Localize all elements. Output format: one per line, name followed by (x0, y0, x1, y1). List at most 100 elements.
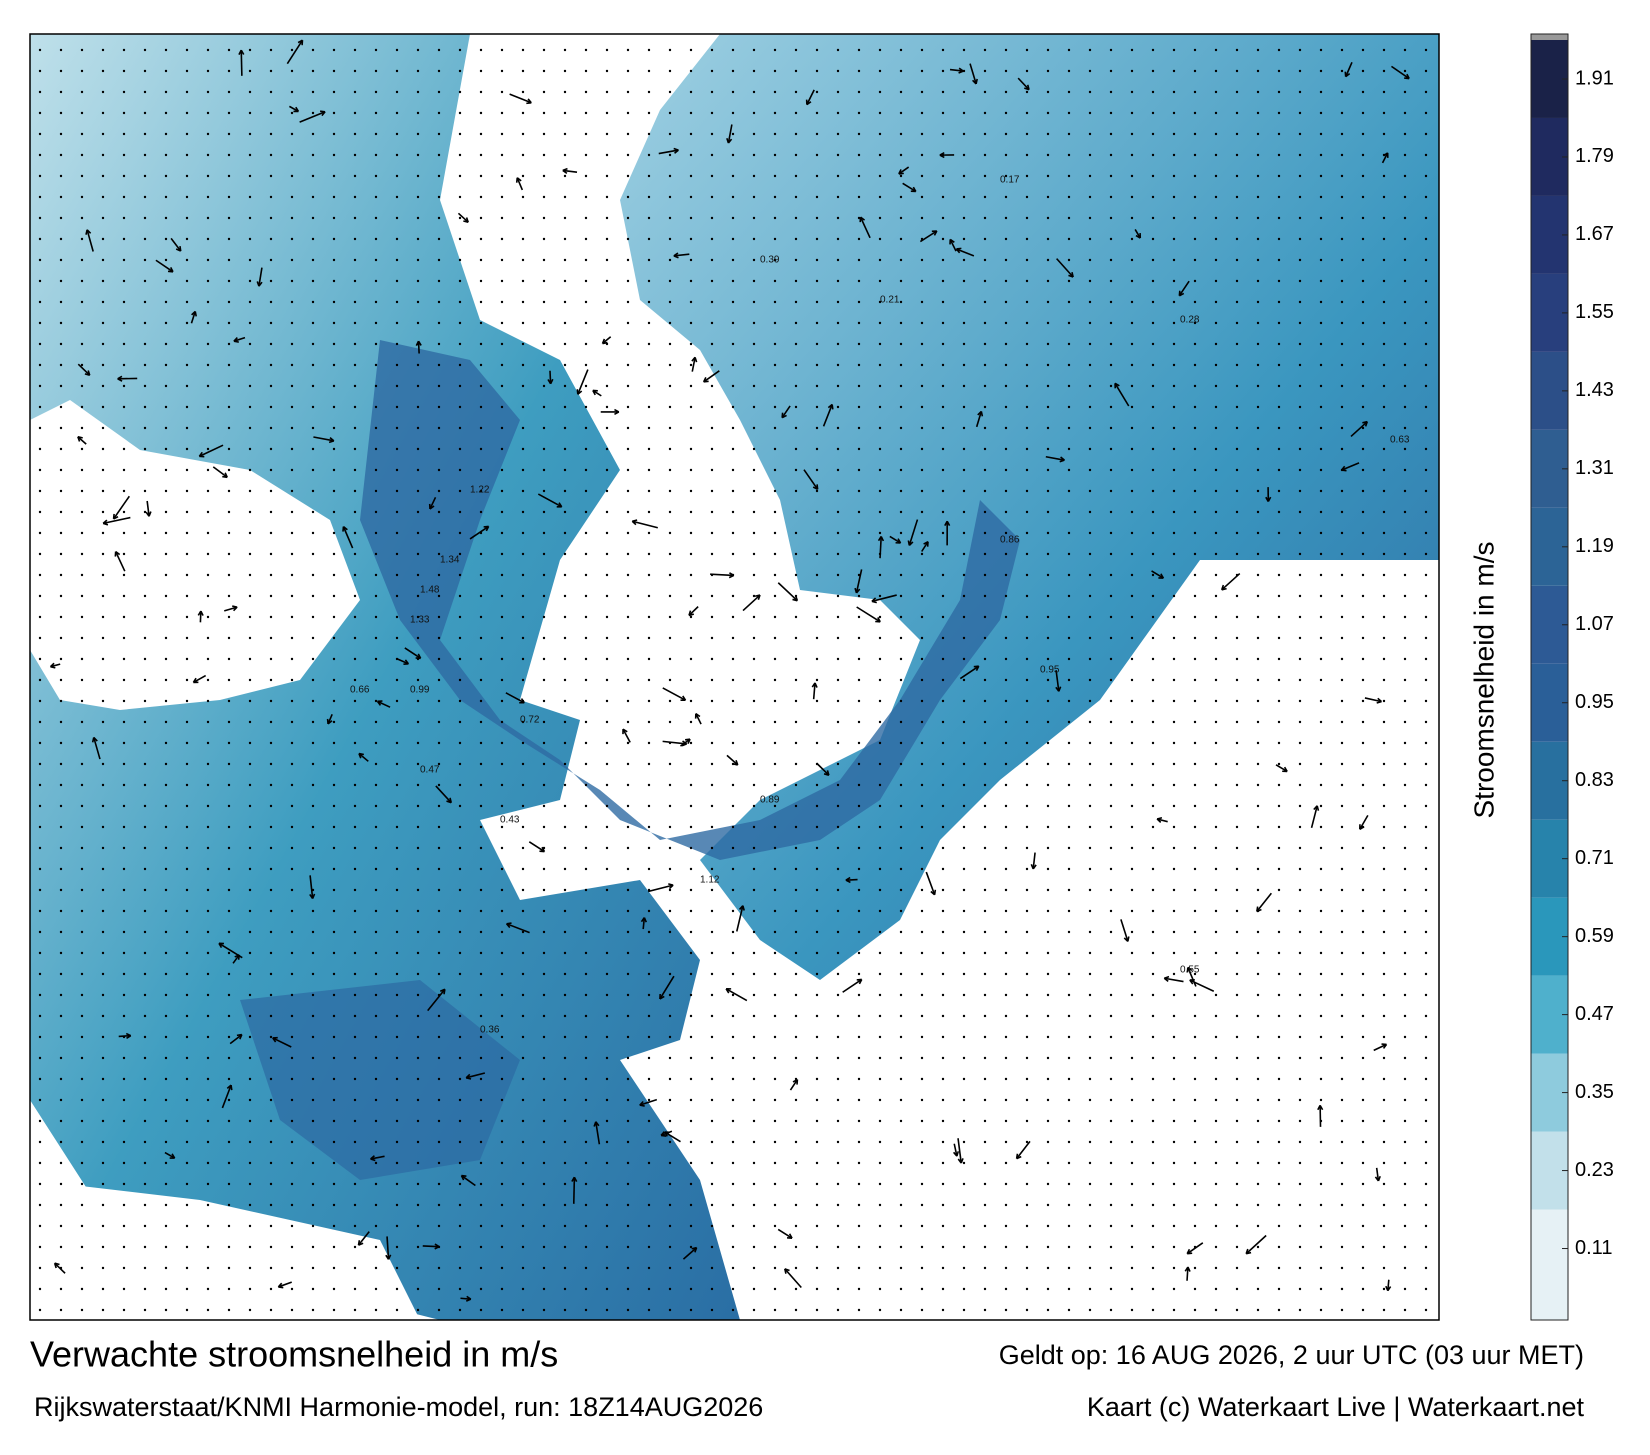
grid-dot (291, 1204, 293, 1206)
grid-dot (711, 637, 713, 639)
grid-dot (81, 259, 83, 261)
grid-dot (1320, 574, 1322, 576)
grid-dot (417, 1309, 419, 1311)
grid-dot (1047, 847, 1049, 849)
grid-dot (1425, 1036, 1427, 1038)
grid-dot (270, 259, 272, 261)
grid-dot (102, 532, 104, 534)
grid-dot (123, 658, 125, 660)
grid-dot (606, 847, 608, 849)
grid-dot (501, 700, 503, 702)
grid-dot (858, 826, 860, 828)
grid-dot (480, 1057, 482, 1059)
grid-dot (1425, 49, 1427, 51)
grid-dot (123, 364, 125, 366)
grid-dot (732, 1015, 734, 1017)
grid-dot (942, 889, 944, 891)
grid-dot (522, 532, 524, 534)
grid-dot (1257, 595, 1259, 597)
grid-dot (522, 301, 524, 303)
grid-dot (606, 1036, 608, 1038)
grid-dot (732, 406, 734, 408)
grid-dot (648, 511, 650, 513)
grid-dot (690, 1120, 692, 1122)
grid-dot (732, 826, 734, 828)
grid-dot (438, 469, 440, 471)
grid-dot (1005, 406, 1007, 408)
grid-dot (522, 112, 524, 114)
grid-dot (564, 49, 566, 51)
grid-dot (165, 1183, 167, 1185)
grid-dot (1110, 49, 1112, 51)
grid-dot (900, 448, 902, 450)
grid-dot (312, 952, 314, 954)
grid-dot (900, 679, 902, 681)
grid-dot (375, 175, 377, 177)
grid-dot (837, 868, 839, 870)
grid-dot (459, 1183, 461, 1185)
grid-dot (1173, 1057, 1175, 1059)
grid-dot (900, 784, 902, 786)
grid-dot (1131, 931, 1133, 933)
grid-dot (753, 973, 755, 975)
grid-dot (816, 1288, 818, 1290)
grid-dot (921, 595, 923, 597)
grid-dot (186, 994, 188, 996)
grid-dot (669, 994, 671, 996)
grid-dot (102, 1183, 104, 1185)
grid-dot (1005, 931, 1007, 933)
grid-dot (102, 364, 104, 366)
grid-dot (1383, 532, 1385, 534)
grid-dot (1383, 427, 1385, 429)
grid-dot (1236, 217, 1238, 219)
grid-dot (900, 343, 902, 345)
grid-dot (879, 952, 881, 954)
grid-dot (816, 175, 818, 177)
grid-dot (858, 49, 860, 51)
grid-dot (207, 469, 209, 471)
grid-dot (711, 1204, 713, 1206)
grid-dot (858, 637, 860, 639)
grid-dot (1026, 868, 1028, 870)
grid-dot (606, 301, 608, 303)
grid-dot (354, 70, 356, 72)
grid-dot (102, 658, 104, 660)
grid-dot (501, 154, 503, 156)
grid-dot (1026, 889, 1028, 891)
grid-dot (291, 1267, 293, 1269)
grid-dot (165, 133, 167, 135)
grid-dot (1152, 511, 1154, 513)
grid-dot (1236, 1015, 1238, 1017)
grid-dot (816, 784, 818, 786)
grid-dot (1194, 763, 1196, 765)
grid-dot (1299, 112, 1301, 114)
grid-dot (1425, 1057, 1427, 1059)
grid-dot (228, 742, 230, 744)
grid-dot (438, 742, 440, 744)
grid-dot (1089, 238, 1091, 240)
grid-dot (753, 385, 755, 387)
grid-dot (690, 553, 692, 555)
grid-dot (1152, 952, 1154, 954)
grid-dot (480, 1225, 482, 1227)
grid-dot (396, 805, 398, 807)
grid-dot (1404, 1036, 1406, 1038)
grid-dot (1425, 952, 1427, 954)
grid-dot (1257, 700, 1259, 702)
grid-dot (1257, 847, 1259, 849)
grid-dot (165, 952, 167, 954)
grid-dot (795, 1057, 797, 1059)
grid-dot (1152, 1120, 1154, 1122)
grid-dot (690, 1078, 692, 1080)
grid-dot (1131, 595, 1133, 597)
grid-dot (1299, 805, 1301, 807)
grid-dot (1362, 1204, 1364, 1206)
grid-dot (81, 574, 83, 576)
grid-dot (942, 217, 944, 219)
grid-dot (1173, 805, 1175, 807)
grid-dot (627, 490, 629, 492)
grid-dot (1110, 280, 1112, 282)
grid-dot (1194, 952, 1196, 954)
grid-dot (963, 364, 965, 366)
grid-dot (1131, 1141, 1133, 1143)
